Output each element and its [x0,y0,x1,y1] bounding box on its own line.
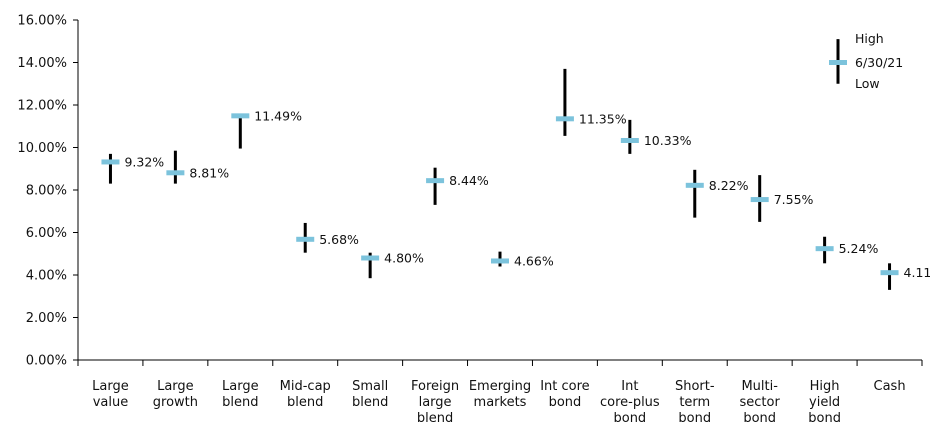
category-label: Int core-plus bond [600,379,660,426]
category-label: Int core bond [540,379,589,410]
category-label-line: markets [474,395,527,410]
plot-marks: 9.32% 8.81% 11.49% 5.68% 4.80% 8.44% 4.66% 11.3… [101,68,930,290]
category-label-line: Short- [675,379,715,394]
current-value-marker [750,197,769,203]
category-label-line: term [679,395,710,410]
category-label-line: value [93,395,129,410]
data-label: 5.24% [839,241,879,256]
category-label-line: bond [678,411,711,426]
category-label: Cash [874,379,906,394]
current-value-marker [101,159,120,165]
data-label: 5.68% [319,232,359,247]
data-label: 11.35% [579,111,627,126]
y-tick-label: 6.00% [26,226,67,241]
current-value-marker [685,182,704,188]
legend-low-label: Low [855,76,880,91]
y-axis: 0.00% 2.00% 4.00% 6.00% 8.00% 10.00% 12.00% 14.… [17,14,79,369]
category-label: Mid-cap blend [280,379,331,410]
category-label-line: bond [808,411,841,426]
y-tick-label: 8.00% [26,184,67,199]
category-label: Small blend [352,379,388,410]
data-label: 4.80% [384,251,424,266]
category-label-line: Emerging [469,379,531,394]
data-label: 4.66% [514,253,554,268]
y-tick-label: 16.00% [17,14,67,29]
data-label: 11.49% [254,108,302,123]
current-value-marker [296,236,315,242]
category-label-line: sector [740,395,781,410]
category-label: Large blend [222,379,259,410]
data-label: 8.22% [709,178,749,193]
current-value-marker [166,170,185,176]
category-label-line: yield [809,395,840,410]
category-label-line: blend [352,395,388,410]
current-value-marker [231,113,250,119]
category-label: High yield bond [808,379,841,426]
data-label: 4.11% [904,265,930,280]
category-label-line: blend [417,411,453,426]
category-label: Emerging markets [469,379,531,410]
legend-current-label: 6/30/21 [855,55,903,70]
category-label-line: bond [549,395,582,410]
category-label-line: Cash [874,379,906,394]
category-label-line: large [419,395,452,410]
current-value-marker [491,258,509,264]
category-label: Multi-sector bond [740,379,781,426]
category-label-line: bond [613,411,646,426]
category-label-line: Int [621,379,638,394]
y-tick-label: 14.00% [17,56,67,71]
current-value-marker [361,255,380,261]
current-value-marker [815,246,834,252]
legend: High 6/30/21 Low [829,31,903,91]
category-label-line: bond [743,411,776,426]
y-tick-label: 10.00% [17,141,67,156]
current-value-marker [880,270,899,276]
category-label-line: Int core [540,379,589,394]
data-label: 8.44% [449,173,489,188]
category-label: Large growth [153,379,198,410]
y-tick-label: 0.00% [26,354,67,369]
category-label-line: blend [222,395,258,410]
data-label: 10.33% [644,133,692,148]
category-label-line: Large [157,379,194,394]
y-tick-label: 12.00% [17,99,67,114]
category-label-line: Mid-cap [280,379,331,394]
category-label-line: Foreign [411,379,459,394]
y-tick-label: 4.00% [26,269,67,284]
current-value-marker [620,137,639,143]
category-label-line: blend [287,395,323,410]
category-label-line: Small [352,379,388,394]
legend-high-label: High [855,31,884,46]
data-label: 9.32% [124,154,164,169]
category-label-line: core-plus [600,395,660,410]
category-label-line: Large [92,379,129,394]
data-label: 8.81% [189,165,229,180]
category-label: Large value [92,379,129,410]
category-label-line: Multi- [741,379,778,394]
category-label-line: Large [222,379,259,394]
current-value-marker [426,178,445,184]
category-label-line: High [810,379,840,394]
category-label-line: growth [153,395,198,410]
y-tick-label: 2.00% [26,311,67,326]
current-value-marker [555,116,574,122]
data-label: 7.55% [774,192,814,207]
legend-marker [829,60,847,65]
category-label: Short-term bond [675,379,715,426]
category-label: Foreign large blend [411,379,459,426]
